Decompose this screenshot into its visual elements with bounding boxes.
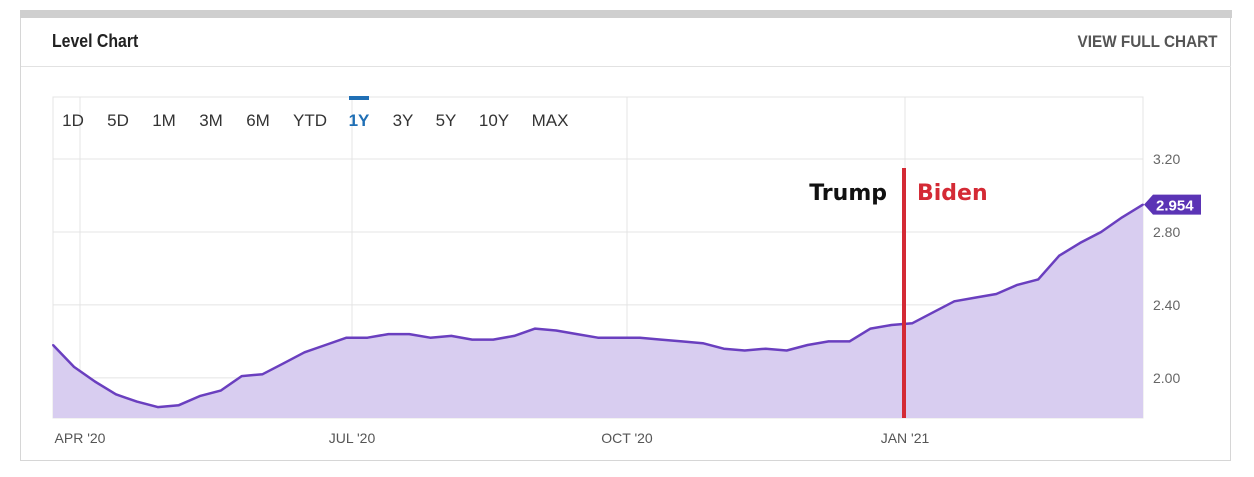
data-point <box>890 323 893 326</box>
data-point <box>785 349 788 352</box>
data-point <box>597 336 599 339</box>
data-point <box>513 334 516 337</box>
data-point <box>743 349 746 352</box>
data-point <box>198 395 201 398</box>
annotation-trump: Trump <box>809 181 887 206</box>
range-button-5d[interactable]: 5D <box>107 111 129 130</box>
top-accent-bar <box>20 10 1232 18</box>
data-point <box>324 344 327 347</box>
data-point <box>932 311 935 314</box>
range-button-3y[interactable]: 3Y <box>393 111 414 130</box>
data-point <box>1037 278 1040 281</box>
data-point <box>722 347 725 350</box>
data-point <box>953 300 956 303</box>
data-point <box>93 380 96 383</box>
data-point <box>659 338 662 341</box>
data-point <box>240 375 243 378</box>
header-divider <box>21 66 1231 67</box>
data-point <box>387 333 390 336</box>
data-point <box>408 333 411 336</box>
y-tick-label: 2.40 <box>1153 297 1180 313</box>
data-point <box>617 336 620 339</box>
data-point <box>471 338 474 341</box>
area-fill <box>53 204 1143 418</box>
range-button-max[interactable]: MAX <box>532 111 569 130</box>
range-button-6m[interactable]: 6M <box>246 111 270 130</box>
data-point <box>492 338 495 341</box>
data-point <box>576 333 579 336</box>
x-tick-label: OCT '20 <box>601 430 653 446</box>
data-point <box>303 351 306 354</box>
data-point <box>366 336 369 339</box>
data-point <box>534 327 537 330</box>
data-point <box>429 336 432 339</box>
data-point <box>450 334 453 337</box>
data-point <box>1016 283 1019 286</box>
x-tick-label: JAN '21 <box>881 430 930 446</box>
data-point <box>848 340 851 343</box>
data-point <box>1100 230 1103 233</box>
range-button-1y[interactable]: 1Y <box>349 111 370 130</box>
view-full-chart-link[interactable]: VIEW FULL CHART <box>1078 32 1218 51</box>
data-point <box>52 344 54 347</box>
range-button-1d[interactable]: 1D <box>62 111 84 130</box>
y-tick-label: 3.20 <box>1153 151 1180 167</box>
range-button-5y[interactable]: 5Y <box>436 111 457 130</box>
data-point <box>135 400 138 403</box>
data-point <box>911 322 914 325</box>
data-point <box>282 362 285 365</box>
data-point <box>806 344 809 347</box>
data-point <box>995 292 998 295</box>
data-point <box>219 389 222 392</box>
data-point <box>764 347 767 350</box>
data-point <box>701 342 704 345</box>
range-button-3m[interactable]: 3M <box>199 111 223 130</box>
x-tick-label: APR '20 <box>55 430 106 446</box>
chart-card <box>20 18 1231 461</box>
data-point <box>974 296 977 299</box>
data-point <box>638 336 641 339</box>
data-point <box>177 404 180 407</box>
data-point <box>345 336 348 339</box>
range-button-1m[interactable]: 1M <box>152 111 176 130</box>
active-range-indicator <box>349 96 369 100</box>
y-tick-label: 2.00 <box>1153 370 1180 386</box>
x-tick-label: JUL '20 <box>329 430 376 446</box>
data-point <box>1079 241 1082 244</box>
data-point <box>1121 216 1124 219</box>
range-button-10y[interactable]: 10Y <box>479 111 509 130</box>
data-point <box>869 327 872 330</box>
card-title: Level Chart <box>52 31 139 51</box>
data-point <box>1058 254 1061 257</box>
last-value-label: 2.954 <box>1156 198 1194 215</box>
y-tick-label: 2.80 <box>1153 224 1180 240</box>
data-point <box>156 406 159 409</box>
data-point <box>72 365 75 368</box>
data-point <box>555 329 558 332</box>
data-point <box>114 393 117 396</box>
range-button-ytd[interactable]: YTD <box>293 111 327 130</box>
data-point <box>1142 203 1144 206</box>
data-point <box>827 340 830 343</box>
data-point <box>680 340 683 343</box>
last-value-marker <box>1144 194 1201 215</box>
annotation-biden: Biden <box>917 181 988 206</box>
data-point <box>261 373 264 376</box>
